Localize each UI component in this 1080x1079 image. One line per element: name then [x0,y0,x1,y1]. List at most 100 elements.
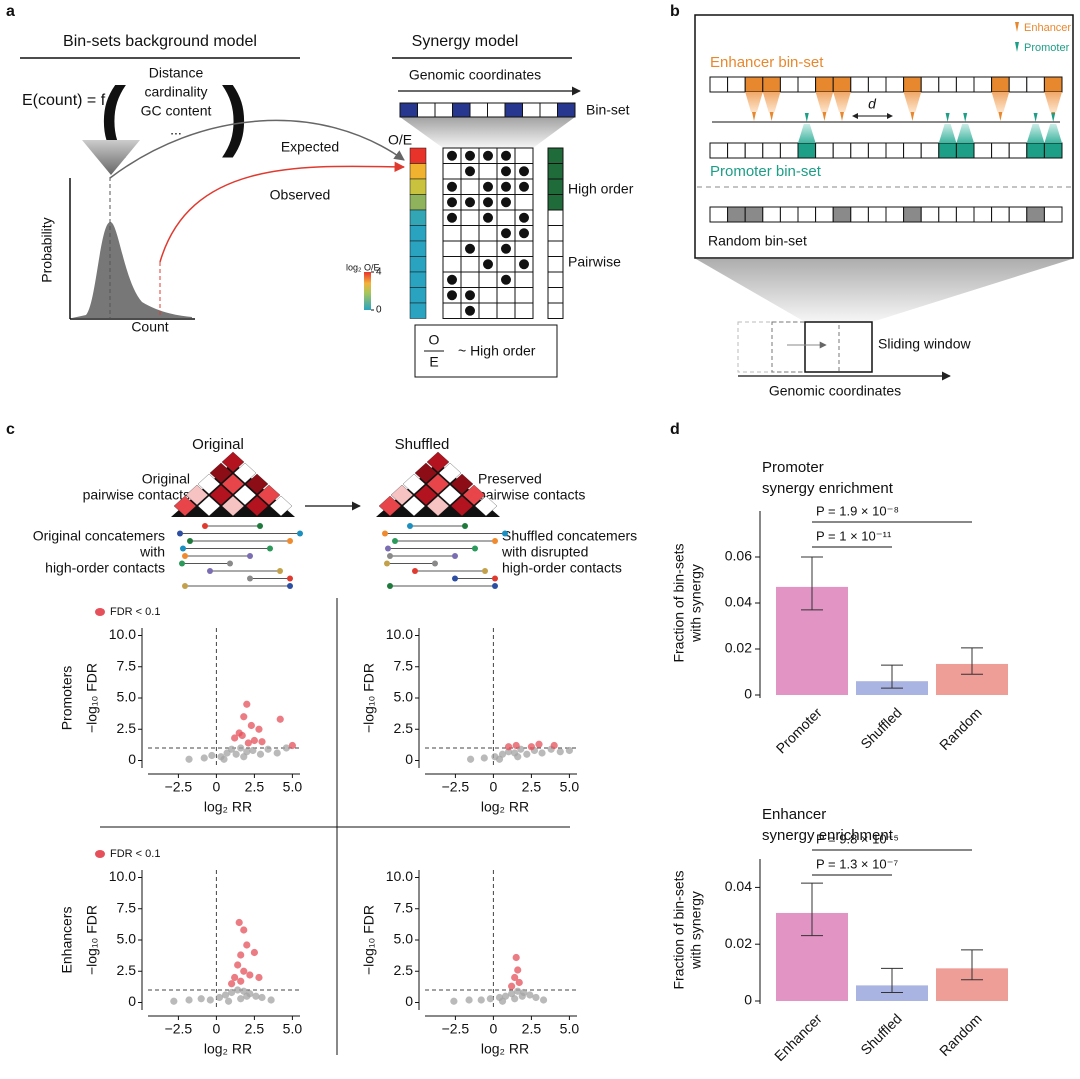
point [511,973,519,982]
bin-cell [434,102,453,118]
enh-cell [973,76,993,93]
y-tick-label: 7.5 [394,657,414,673]
x-tick-label: Shuffled [857,704,904,751]
matrix-dot [483,212,493,223]
pro-cell [955,142,975,159]
matrix-dot [501,243,511,254]
y-axis-label: with synergy [688,564,704,643]
x-tick-label: 0 [490,1021,498,1037]
point [228,745,236,753]
y-tick-label: 5.0 [394,689,414,705]
x-axis-label: log₂ RR [481,799,529,815]
point [511,995,519,1003]
pro-cell [938,142,957,159]
matrix-dot [465,305,475,316]
enh-funnel [991,92,1010,112]
heatmap-cell [474,495,498,517]
enh-cell [709,76,729,93]
matrix-dot [519,166,529,177]
point [221,991,230,999]
y-axis-label: −log₁₀ FDR [361,905,377,975]
annotation: P = 1.3 × 10⁻⁷ [816,856,898,871]
point [264,745,272,753]
enh-marker [840,112,844,121]
panel-label: c [6,421,15,438]
x-tick-label: −2.5 [442,779,470,795]
label: Original concatemers [33,528,165,544]
heatmap-cell [450,495,474,517]
point [276,715,284,723]
fragment [492,575,498,582]
enh-cell [991,76,1010,93]
matrix-dot [519,259,529,270]
matrix-dot [501,228,511,239]
pro-cell [744,142,764,159]
heatmap-cell [245,473,269,495]
point [515,978,523,987]
heatmap-cell [438,462,462,484]
oe-cell [409,287,427,304]
fragment [502,530,508,537]
enh-marker [910,112,915,121]
x-tick-label: Promoter [773,704,825,756]
matrix-cell [442,225,462,242]
point [526,991,534,999]
fragment [452,553,458,559]
point [234,961,242,969]
y-tick-label: 0 [744,686,752,702]
y-tick-label: 10.0 [386,626,413,642]
fragment [297,530,303,537]
y-tick-label: 7.5 [394,899,414,915]
point [243,700,251,708]
point [450,997,458,1005]
condition: Original [192,436,244,453]
set-label: Random bin-set [708,233,807,249]
enh-cell [727,76,746,93]
order-cell [547,178,564,195]
pro-cell [832,142,852,159]
matrix-dot [519,181,529,192]
rnd-cell [744,206,764,223]
oe-cell [409,240,427,257]
enh-funnel [1044,92,1062,112]
pro-cell [709,142,729,159]
fragment [384,560,390,567]
matrix-cell [496,287,516,304]
matrix-cell [478,240,498,257]
point [231,973,239,982]
fragment [482,568,488,574]
fragment [247,575,253,582]
point [495,755,504,763]
legend-label: FDR < 0.1 [110,848,160,860]
panel-a: Bin-sets background model E(count) = f (… [20,33,634,378]
heatmap-cell [233,484,257,506]
order-cell [547,194,564,211]
ratio-num: O [429,332,440,348]
x-tick-label: 0 [213,1021,221,1037]
fragment [382,530,388,537]
point [273,749,281,757]
label: with [139,544,165,560]
y-tick-label: 7.5 [117,657,137,673]
enh-cell [885,76,905,93]
axis-label: Count [131,319,168,335]
x-tick-label: 5.0 [560,779,580,795]
pro-cell [1026,142,1045,159]
matrix-cell [460,256,480,273]
matrix-dot [519,228,529,239]
funnel [696,259,1072,322]
feature: GC content [141,103,212,119]
matrix-cell [460,271,480,288]
x-tick-label: 0 [490,779,498,795]
pro-marker [804,113,809,122]
point [244,739,252,747]
label: high-order contacts [45,560,165,576]
label: Genomic coordinates [769,383,901,399]
point [243,992,251,1000]
legend-label: Enhancer [1024,22,1071,34]
oe-cell [409,178,427,195]
matrix-cell [496,256,516,273]
x-tick-label: 5.0 [283,1021,303,1037]
point [220,755,228,763]
pro-marker [945,113,950,122]
